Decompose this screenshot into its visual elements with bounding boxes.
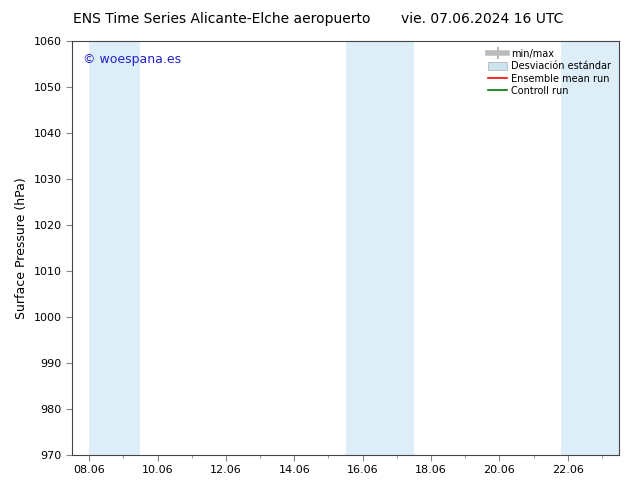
Y-axis label: Surface Pressure (hPa): Surface Pressure (hPa) bbox=[15, 177, 28, 318]
Text: © woespana.es: © woespana.es bbox=[83, 53, 181, 67]
Bar bbox=[346, 41, 414, 455]
Legend: min/max, Desviación estándar, Ensemble mean run, Controll run: min/max, Desviación estándar, Ensemble m… bbox=[485, 46, 614, 99]
Text: vie. 07.06.2024 16 UTC: vie. 07.06.2024 16 UTC bbox=[401, 12, 563, 26]
Text: ENS Time Series Alicante-Elche aeropuerto: ENS Time Series Alicante-Elche aeropuert… bbox=[73, 12, 371, 26]
Bar bbox=[561, 41, 619, 455]
Bar bbox=[89, 41, 141, 455]
